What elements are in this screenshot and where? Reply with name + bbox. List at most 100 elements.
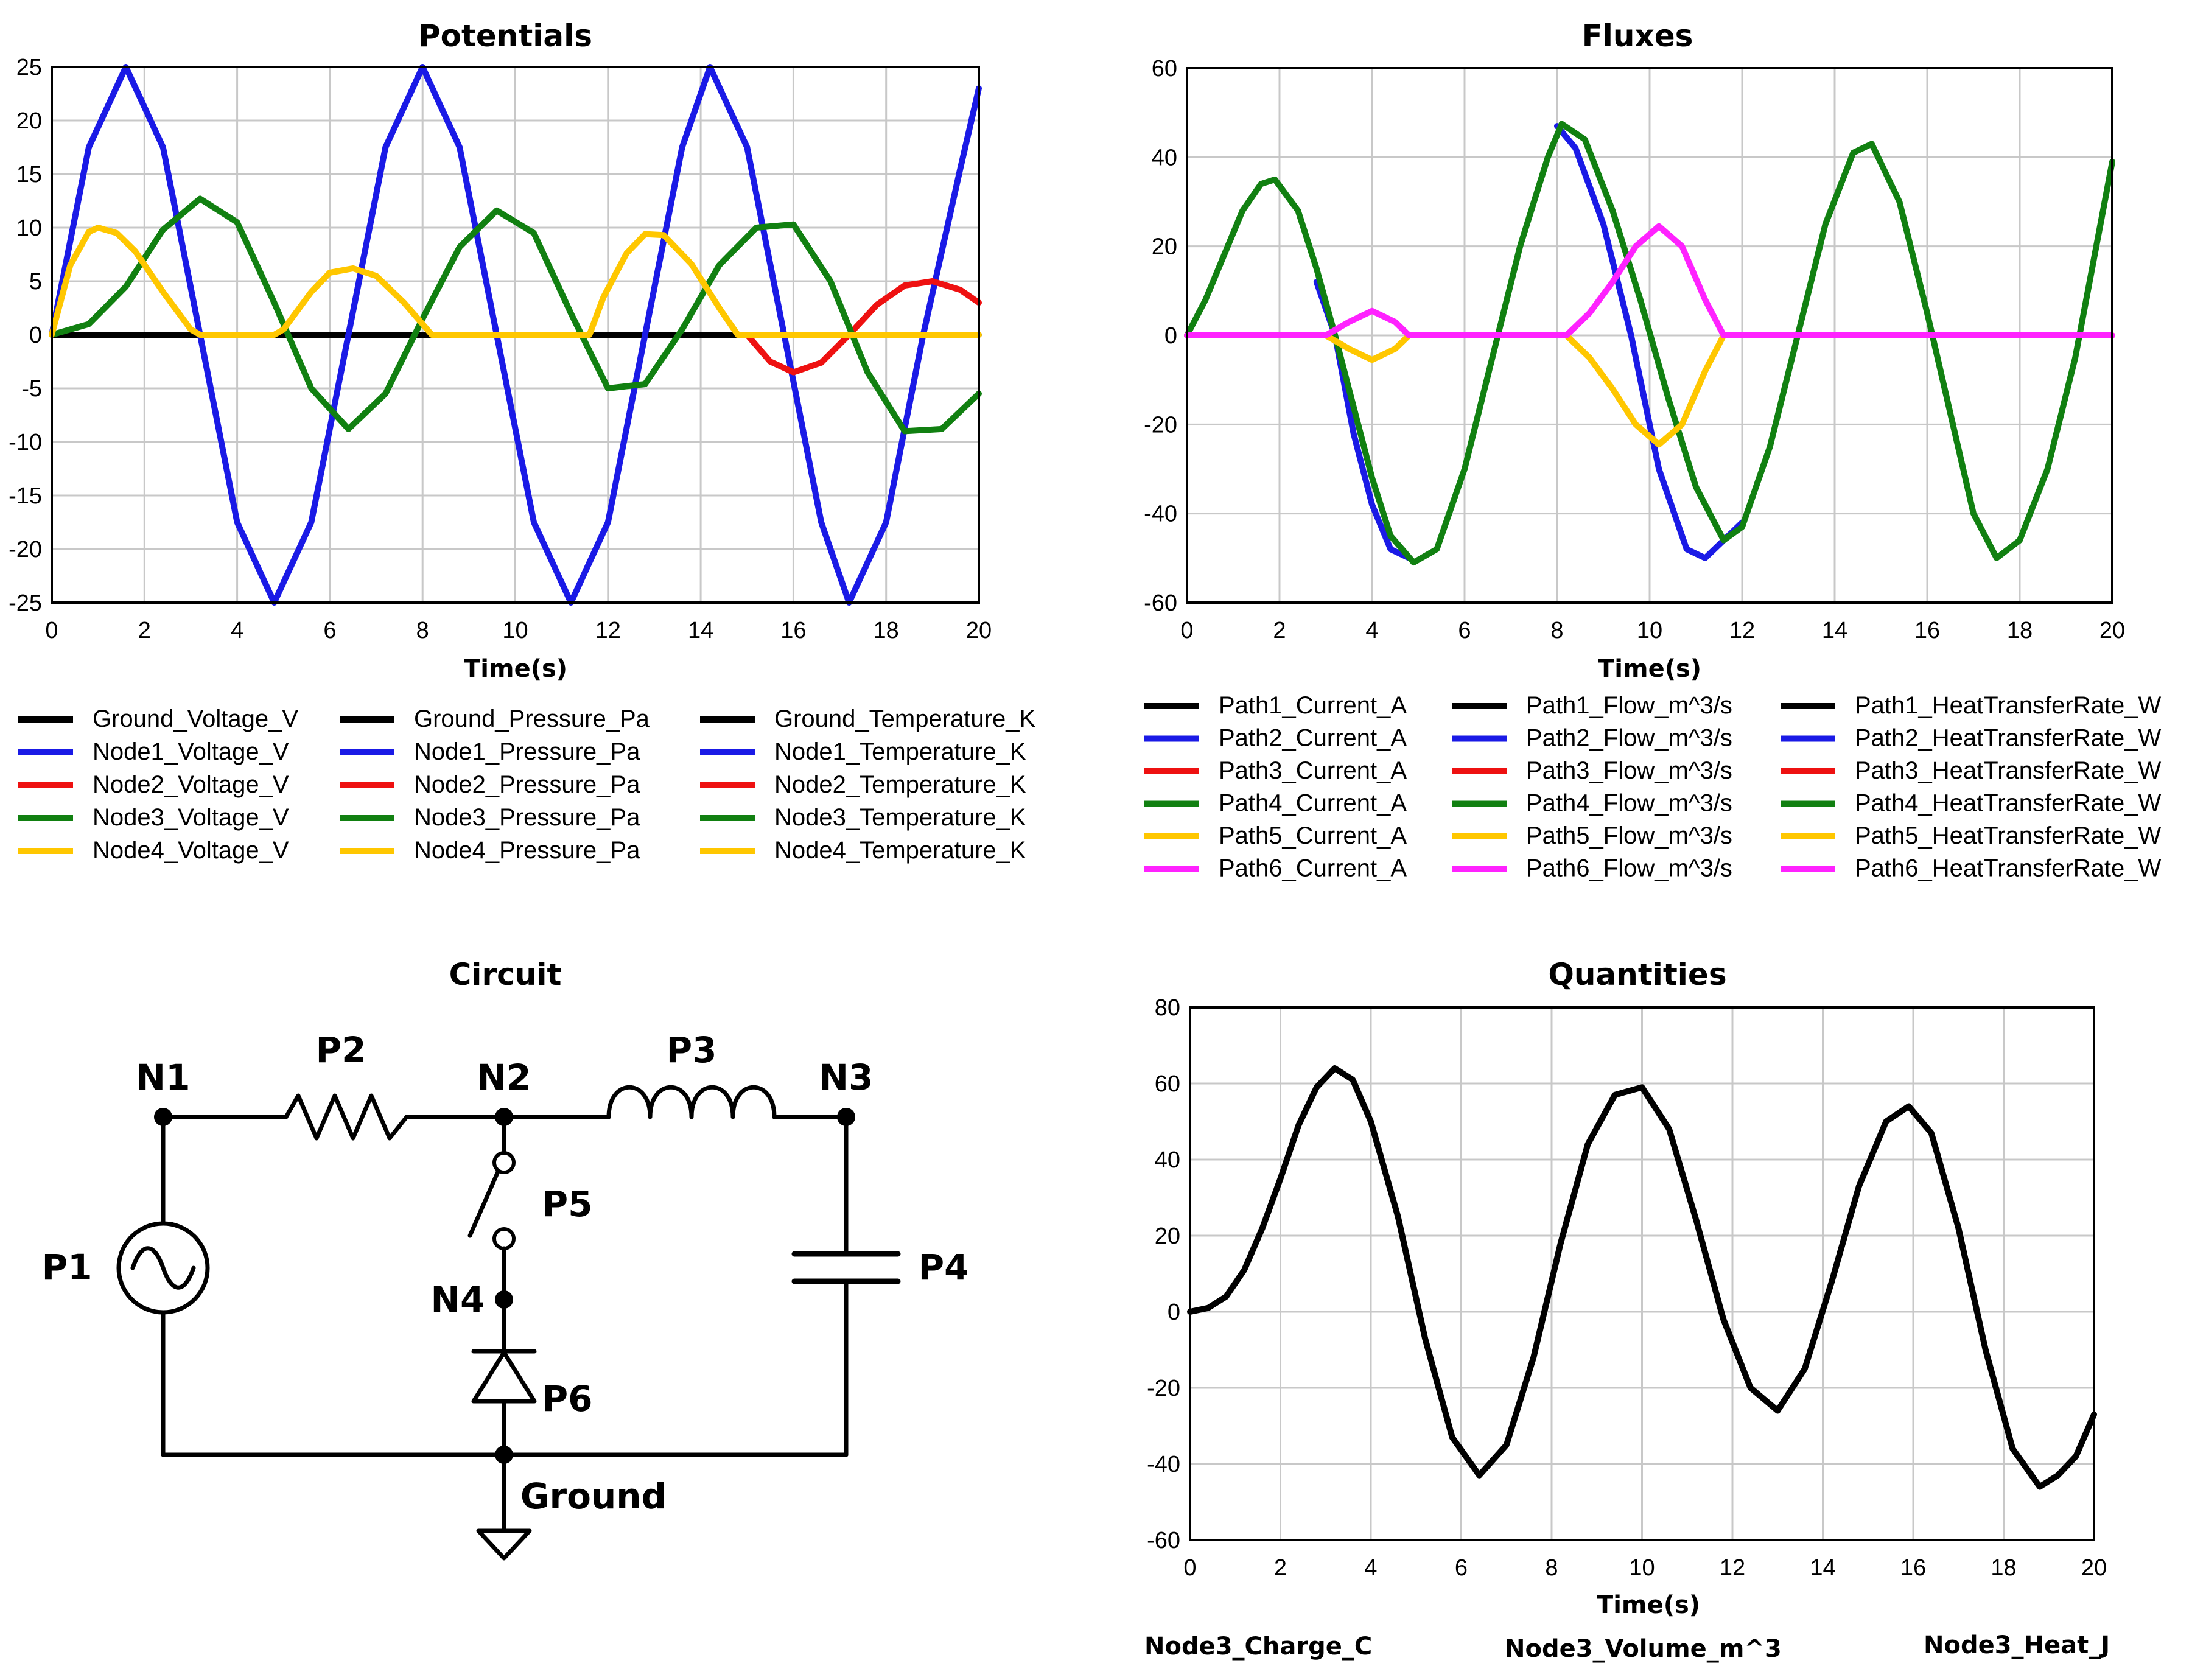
- label-ground: Ground: [520, 1475, 667, 1517]
- fluxes-legend-label: Path3_Flow_m^3/s: [1526, 757, 1732, 784]
- fluxes-series-line-3: [1184, 332, 2115, 448]
- quantities-axes-frame: [1189, 1006, 2095, 1541]
- quantities-legend-label: Node3_Volume_m^3: [1505, 1635, 1782, 1663]
- potentials-y-tick-label: 15: [16, 162, 42, 187]
- quantities-y-tick-label: 80: [1155, 995, 1180, 1021]
- fluxes-legend-label: Path6_Current_A: [1219, 855, 1407, 882]
- label-p2: P2: [316, 1029, 366, 1071]
- fluxes-legend-label: Path3_HeatTransferRate_W: [1855, 757, 2161, 784]
- quantities-y-tick-label: -40: [1147, 1452, 1180, 1477]
- potentials-legend: Ground_Voltage_V Node1_Voltage_V Node2_Vol…: [18, 705, 1035, 864]
- fluxes-legend-label: Path1_Current_A: [1219, 692, 1407, 719]
- inductor-p3: [606, 1085, 777, 1119]
- quantities-legend: Node3_Charge_C Node3_Volume_m^3 Node3_Heat…: [1144, 1631, 2110, 1663]
- resistor-p2: [284, 1093, 409, 1141]
- potentials-y-tick-label: -5: [21, 376, 42, 402]
- quantities-x-tick-label: 6: [1455, 1555, 1468, 1581]
- fluxes-x-tick-label: 12: [1729, 618, 1755, 643]
- node-dot-ground: [495, 1446, 513, 1464]
- potentials-x-tick-label: 4: [231, 618, 243, 643]
- circuit-diagram: [116, 1085, 901, 1561]
- fluxes-y-tick-label: -60: [1144, 590, 1177, 616]
- label-n3: N3: [819, 1057, 874, 1098]
- node-dot-n1: [154, 1108, 172, 1126]
- fluxes-series-line-4: [1184, 223, 2115, 338]
- potentials-legend-label: Node4_Temperature_K: [774, 837, 1026, 864]
- circuit-node-dots: [154, 1108, 855, 1464]
- potentials-y-tick-label: -15: [9, 483, 42, 509]
- quantities-x-tick-label: 2: [1274, 1555, 1287, 1581]
- quantities-x-tick-label: 8: [1545, 1555, 1558, 1581]
- potentials-x-tick-label: 16: [780, 618, 806, 643]
- fluxes-legend-label: Path4_Current_A: [1219, 790, 1407, 817]
- switch-contact-bottom: [492, 1227, 516, 1250]
- potentials-legend-label: Node4_Pressure_Pa: [414, 837, 640, 864]
- potentials-legend-label: Node2_Voltage_V: [93, 771, 289, 798]
- potentials-x-tick-label: 8: [416, 618, 429, 643]
- potentials-y-tick-label: -25: [9, 590, 42, 616]
- potentials-y-tick-label: -10: [9, 430, 42, 455]
- fluxes-series-line-0: [1554, 123, 1745, 561]
- diode-triangle-p6: [471, 1350, 537, 1404]
- potentials-x-tick-label: 18: [874, 618, 899, 643]
- quantities-x-tick-label: 0: [1183, 1555, 1196, 1581]
- quantities-x-axis-label: Time(s): [1597, 1591, 1700, 1619]
- potentials-legend-label: Node1_Temperature_K: [774, 738, 1026, 765]
- fluxes-legend-label: Path1_HeatTransferRate_W: [1855, 692, 2161, 719]
- quantities-y-tick-label: 40: [1155, 1147, 1180, 1173]
- node-dot-n2: [495, 1108, 513, 1126]
- fluxes-y-tick-label: -20: [1144, 412, 1177, 438]
- quantities-x-tick-label: 16: [1900, 1555, 1926, 1581]
- fluxes-y-tick-label: 0: [1164, 323, 1177, 349]
- fluxes-legend-label: Path6_HeatTransferRate_W: [1855, 855, 2161, 882]
- potentials-x-tick-label: 20: [966, 618, 992, 643]
- quantities-series-line-0: [1187, 1065, 2097, 1490]
- fluxes-legend-label: Path4_Flow_m^3/s: [1526, 790, 1732, 817]
- fluxes-x-axis-label: Time(s): [1598, 655, 1701, 683]
- quantities-y-tick-label: -20: [1147, 1376, 1180, 1401]
- potentials-x-tick-label: 6: [323, 618, 336, 643]
- fluxes-legend-label: Path5_HeatTransferRate_W: [1855, 822, 2161, 849]
- node-dot-n4: [495, 1290, 513, 1309]
- quantities-plot: 0 2 4 6 8 10 12 14 16 18 20 80 60 40 20 0 -20 -40 -60: [1147, 995, 2107, 1581]
- fluxes-x-tick-label: 20: [2099, 618, 2125, 643]
- node-dot-n3: [837, 1108, 855, 1126]
- label-n1: N1: [136, 1057, 191, 1098]
- fluxes-legend-label: Path5_Flow_m^3/s: [1526, 822, 1732, 849]
- potentials-series-line-1: [49, 64, 982, 606]
- fluxes-y-tick-label: 40: [1152, 145, 1177, 170]
- quantities-x-tick-label: 4: [1364, 1555, 1377, 1581]
- potentials-legend-label: Node1_Pressure_Pa: [414, 738, 640, 765]
- fluxes-legend-label: Path1_Flow_m^3/s: [1526, 692, 1732, 719]
- fluxes-legend-label: Path4_HeatTransferRate_W: [1855, 790, 2161, 817]
- quantities-x-tick-label: 14: [1810, 1555, 1835, 1581]
- potentials-y-tick-label: 20: [16, 108, 42, 134]
- switch-contact-top: [492, 1151, 516, 1174]
- potentials-y-tick-label: 5: [29, 269, 42, 295]
- potentials-x-tick-label: 12: [595, 618, 621, 643]
- fluxes-x-tick-label: 6: [1458, 618, 1471, 643]
- fluxes-y-tick-label: -40: [1144, 502, 1177, 527]
- fluxes-y-tick-label: 20: [1152, 234, 1177, 260]
- fluxes-x-tick-label: 14: [1822, 618, 1847, 643]
- label-p5: P5: [542, 1183, 593, 1225]
- potentials-series-line-2: [744, 278, 982, 376]
- potentials-legend-label: Node1_Voltage_V: [93, 738, 289, 765]
- label-p3: P3: [667, 1029, 717, 1071]
- fluxes-x-tick-label: 16: [1914, 618, 1940, 643]
- potentials-legend-label: Ground_Voltage_V: [93, 705, 298, 732]
- fluxes-x-tick-label: 4: [1365, 618, 1378, 643]
- fluxes-series-line-2: [1184, 121, 2115, 566]
- fluxes-x-tick-label: 0: [1180, 618, 1193, 643]
- potentials-legend-label: Ground_Pressure_Pa: [414, 705, 650, 732]
- ac-source-wave: [130, 1246, 196, 1290]
- switch-blade-p5: [467, 1169, 500, 1238]
- fluxes-x-tick-label: 18: [2007, 618, 2033, 643]
- potentials-legend-label: Node4_Voltage_V: [93, 837, 289, 864]
- potentials-x-tick-label: 10: [502, 618, 528, 643]
- potentials-legend-label: Node3_Temperature_K: [774, 804, 1026, 831]
- fluxes-legend: Path1_Current_A Path2_Current_A Path3_Curr…: [1144, 692, 2161, 882]
- potentials-y-tick-label: -20: [9, 537, 42, 562]
- fluxes-legend-label: Path2_Flow_m^3/s: [1526, 725, 1732, 752]
